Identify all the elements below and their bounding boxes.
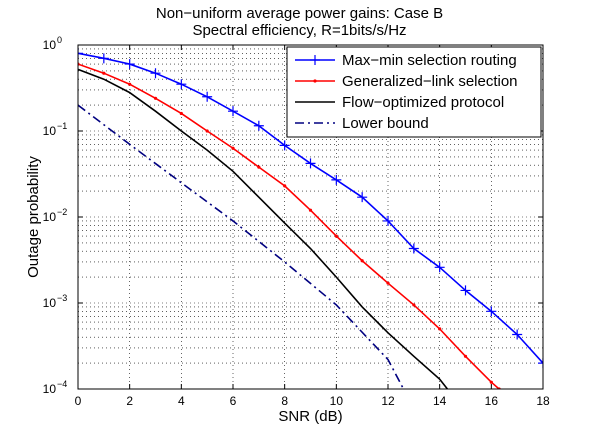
y-tick-label: 10 xyxy=(43,38,57,52)
series-line xyxy=(78,68,449,389)
series-marker xyxy=(313,79,317,83)
series-marker xyxy=(283,184,287,188)
x-axis-label: SNR (dB) xyxy=(278,408,342,425)
x-tick-label: 10 xyxy=(330,394,344,408)
series-marker xyxy=(150,68,161,79)
x-tick-label: 2 xyxy=(126,394,133,408)
series-layer xyxy=(78,48,543,389)
y-axis-label: Outage probability xyxy=(25,156,42,278)
series-marker xyxy=(231,146,235,150)
y-tick-label: 10 xyxy=(43,382,57,396)
series-marker xyxy=(124,59,135,70)
series-marker xyxy=(438,327,442,331)
series-marker xyxy=(228,106,238,117)
y-tick-label: 10 xyxy=(43,210,57,224)
series-marker xyxy=(153,96,158,100)
y-tick-exponent: −4 xyxy=(57,379,67,389)
x-tick-label: 0 xyxy=(75,394,82,408)
series-marker xyxy=(360,259,364,263)
series-marker xyxy=(408,243,419,254)
series-marker xyxy=(257,165,261,169)
series-line xyxy=(78,104,405,389)
series-marker xyxy=(102,71,106,75)
y-tick-exponent: 0 xyxy=(57,35,62,45)
series-2 xyxy=(78,68,449,389)
y-tick-exponent: −3 xyxy=(57,293,67,303)
series-marker xyxy=(310,55,320,65)
legend-entry-label: Generalized−link selection xyxy=(342,73,518,90)
series-marker xyxy=(383,215,393,226)
series-marker xyxy=(202,91,213,102)
series-marker xyxy=(176,79,187,90)
series-marker xyxy=(279,140,290,151)
series-marker xyxy=(331,174,342,185)
series-marker xyxy=(412,303,416,307)
series-marker xyxy=(538,358,543,369)
legend-box xyxy=(286,46,542,138)
y-tick-exponent: −1 xyxy=(57,121,67,131)
series-marker xyxy=(78,48,83,59)
series-marker xyxy=(334,234,338,238)
x-tick-label: 14 xyxy=(433,394,447,408)
series-marker xyxy=(98,53,109,64)
series-marker xyxy=(463,354,468,358)
series-marker xyxy=(308,208,313,212)
series-marker xyxy=(434,262,445,273)
series-marker xyxy=(512,329,523,340)
x-tick-label: 16 xyxy=(485,394,499,408)
series-marker xyxy=(489,380,493,384)
y-tick-exponent: −2 xyxy=(57,207,67,217)
y-tick-label: 10 xyxy=(43,124,57,138)
series-line xyxy=(78,63,500,389)
legend: Max−min selection routing Generalized−lin… xyxy=(286,46,542,138)
chart-title-line-1: Non−uniform average power gains: Case B xyxy=(155,5,444,22)
x-tick-label: 6 xyxy=(230,394,237,408)
series-marker xyxy=(460,285,471,296)
x-tick-label: 4 xyxy=(178,394,185,408)
series-marker xyxy=(357,192,368,203)
series-marker xyxy=(253,120,264,131)
series-marker xyxy=(486,306,497,317)
series-0 xyxy=(78,48,543,369)
legend-entry-label: Lower bound xyxy=(342,115,429,132)
legend-entry-label: Max−min selection routing xyxy=(342,52,517,69)
series-marker xyxy=(128,82,132,86)
series-marker xyxy=(305,158,316,169)
x-tick-label: 18 xyxy=(536,394,550,408)
chart-title-line-2: Spectral efficiency, R=1bits/s/Hz xyxy=(192,22,407,39)
y-tick-label: 10 xyxy=(43,296,57,310)
legend-entry-label: Flow−optimized protocol xyxy=(342,94,504,111)
series-3 xyxy=(78,104,405,389)
x-tick-label: 8 xyxy=(281,394,288,408)
series-1 xyxy=(78,62,501,389)
series-marker xyxy=(179,111,183,116)
x-tick-label: 12 xyxy=(381,394,395,408)
series-marker xyxy=(386,281,390,285)
series-marker xyxy=(205,129,209,133)
